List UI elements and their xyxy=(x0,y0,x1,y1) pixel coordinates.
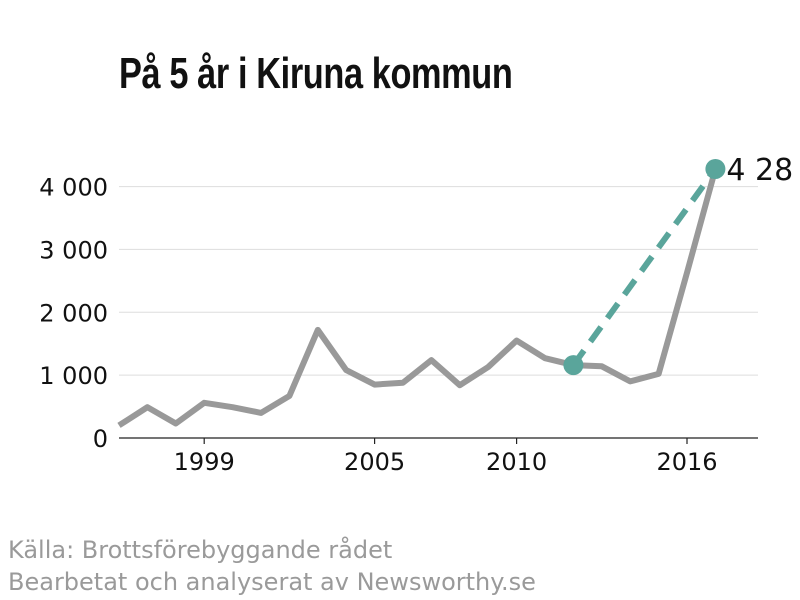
data-label: 4 28 xyxy=(726,153,793,188)
data-point xyxy=(563,355,584,376)
labels: 0 1 000 2 000 3 000 4 000 1999 2005 2010 2016 4 2… xyxy=(39,153,793,476)
y-tick-label: 1 000 xyxy=(39,362,108,390)
source-note: Källa: Brottsförebyggande rådet xyxy=(8,536,393,564)
y-tick-label: 4 000 xyxy=(39,174,108,202)
x-tick-label: 2016 xyxy=(656,448,717,476)
data-point xyxy=(705,158,726,179)
chart-title: På 5 år i Kiruna kommun xyxy=(119,49,513,98)
trend-line xyxy=(570,167,718,367)
credit-note: Bearbetat och analyserat av Newsworthy.s… xyxy=(8,568,536,596)
series-line xyxy=(117,168,719,428)
markers xyxy=(563,158,726,376)
y-tick-label: 3 000 xyxy=(39,236,108,264)
x-tick-label: 2005 xyxy=(344,448,405,476)
axes xyxy=(119,437,758,444)
y-tick-label: 0 xyxy=(93,425,108,453)
gridlines xyxy=(119,186,758,376)
series xyxy=(117,167,719,428)
x-tick-label: 1999 xyxy=(174,448,235,476)
y-tick-label: 2 000 xyxy=(39,299,108,327)
x-tick-label: 2010 xyxy=(486,448,547,476)
